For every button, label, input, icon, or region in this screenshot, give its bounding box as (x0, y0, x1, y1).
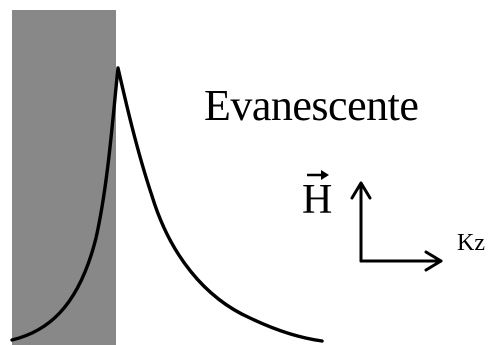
arrow-up-icon (350, 181, 372, 200)
axis-arrows (350, 181, 443, 272)
propagation-axis-label: Kz (457, 230, 485, 256)
diagram-title: Evanescente (204, 81, 419, 130)
dense-medium-region (12, 10, 116, 345)
magnetic-field-label: H (302, 177, 333, 223)
vector-arrow-icon (307, 170, 329, 180)
arrow-right-icon (424, 250, 443, 272)
field-decay-curve (10, 66, 324, 343)
